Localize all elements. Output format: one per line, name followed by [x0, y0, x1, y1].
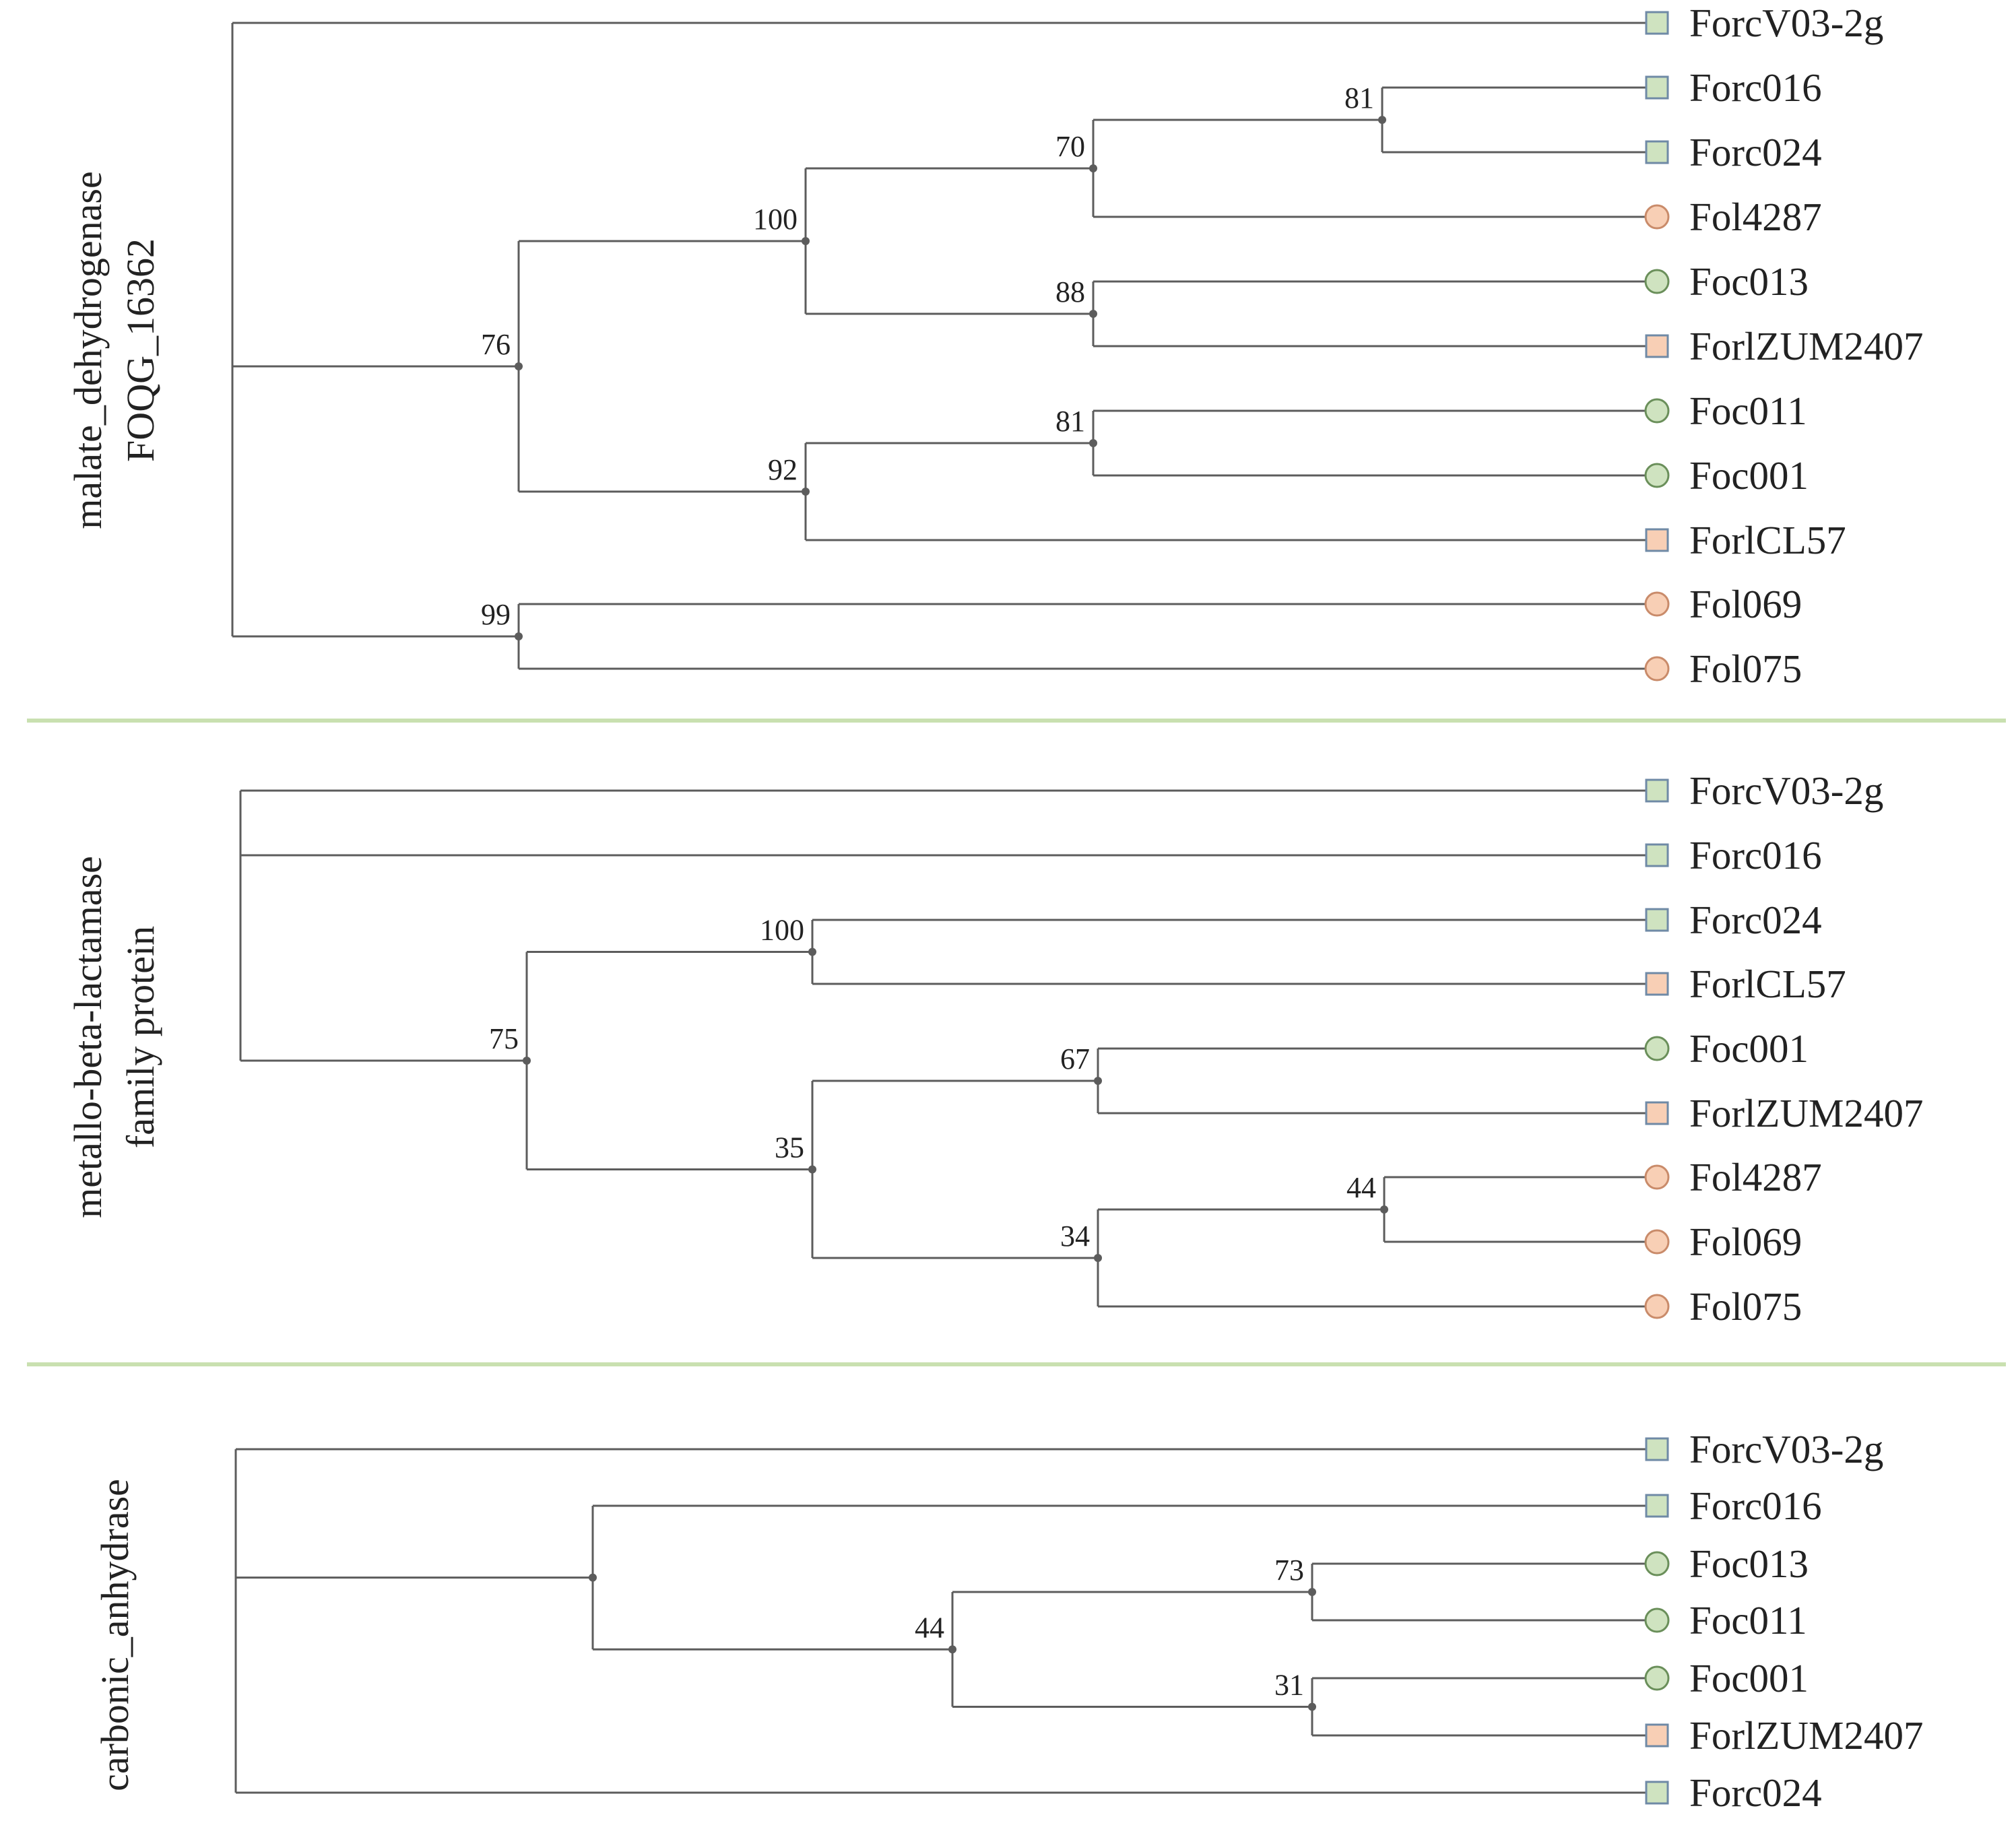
green-square-icon	[1645, 908, 1669, 932]
tip-label: Foc001	[1689, 453, 1809, 498]
orange-circle-icon	[1644, 204, 1670, 230]
bootstrap-support-label: 81	[1055, 405, 1085, 438]
tip-label: Forc024	[1689, 898, 1822, 942]
orange-square-icon	[1645, 1101, 1669, 1125]
tree-panel-3: carbonic_anhydrase 73 31 44 ForcV03-2g Forc01…	[93, 1427, 1923, 1815]
bootstrap-support-label: 100	[753, 203, 798, 236]
panel-title-line: malate_dehydrogenase	[66, 171, 110, 529]
green-circle-icon	[1644, 1665, 1670, 1691]
bootstrap-support-label: 88	[1055, 275, 1085, 308]
tip-label: Fol069	[1689, 1220, 1802, 1264]
orange-square-icon	[1645, 334, 1669, 358]
bootstrap-support-label: 44	[1346, 1171, 1376, 1204]
orange-circle-icon	[1644, 1294, 1670, 1319]
bootstrap-support-label: 73	[1274, 1554, 1304, 1587]
tip-label: Foc011	[1689, 1598, 1807, 1642]
tip-label: Foc013	[1689, 259, 1809, 304]
tip-label: ForlZUM2407	[1689, 1713, 1923, 1758]
tip-label: Forc024	[1689, 130, 1822, 174]
bootstrap-support-label: 67	[1060, 1042, 1090, 1075]
tip-label: Foc013	[1689, 1541, 1809, 1586]
bootstrap-support-label: 34	[1060, 1220, 1090, 1253]
tip-label: Foc011	[1689, 389, 1807, 433]
orange-circle-icon	[1644, 1164, 1670, 1190]
tip-label: ForlCL57	[1689, 962, 1846, 1006]
orange-circle-icon	[1644, 1229, 1670, 1255]
tip-label: ForlZUM2407	[1689, 1091, 1923, 1135]
green-circle-icon	[1644, 1036, 1670, 1061]
bootstrap-support-label: 75	[489, 1022, 519, 1055]
orange-circle-icon	[1644, 656, 1670, 682]
panel-title-line: metallo-beta-lactamase	[66, 856, 110, 1218]
tree-panel-1: malate_dehydrogenase FOQG_16362 81 70 88 100 8…	[66, 1, 1923, 691]
tip-label: Fol4287	[1689, 195, 1822, 239]
green-circle-icon	[1644, 269, 1670, 294]
tip-label: Forc016	[1689, 1484, 1822, 1528]
green-circle-icon	[1644, 398, 1670, 424]
tip-label: ForcV03-2g	[1689, 1427, 1883, 1471]
tip-label: Foc001	[1689, 1656, 1809, 1700]
bootstrap-support-label: 99	[481, 598, 511, 631]
bootstrap-support-label: 31	[1274, 1669, 1304, 1702]
orange-circle-icon	[1644, 591, 1670, 617]
green-square-icon	[1645, 11, 1669, 35]
tip-label: Fol075	[1689, 646, 1802, 691]
panel-title-line: family protein	[119, 926, 162, 1148]
green-circle-icon	[1644, 1607, 1670, 1633]
bootstrap-support-label: 81	[1344, 81, 1374, 114]
tree-panel-2: metallo-beta-lactamase family protein 100 6…	[66, 768, 1923, 1329]
tip-label: ForcV03-2g	[1689, 1, 1883, 45]
green-square-icon	[1645, 1781, 1669, 1805]
tip-label: Forc024	[1689, 1770, 1822, 1815]
green-square-icon	[1645, 778, 1669, 803]
bootstrap-support-label: 76	[481, 328, 511, 361]
tip-label: Fol069	[1689, 582, 1802, 626]
tip-label: ForlCL57	[1689, 518, 1846, 562]
green-square-icon	[1645, 140, 1669, 164]
green-circle-icon	[1644, 1551, 1670, 1576]
tip-label: ForlZUM2407	[1689, 324, 1923, 368]
green-circle-icon	[1644, 463, 1670, 488]
green-square-icon	[1645, 1494, 1669, 1518]
green-square-icon	[1645, 75, 1669, 100]
tip-label: Foc001	[1689, 1026, 1809, 1071]
tip-label: Forc016	[1689, 65, 1822, 110]
tip-label: ForcV03-2g	[1689, 768, 1883, 813]
panel-title-line: carbonic_anhydrase	[93, 1479, 137, 1791]
panel-title-line: FOQG_16362	[119, 238, 162, 462]
bootstrap-support-label: 44	[915, 1611, 944, 1644]
bootstrap-support-label: 70	[1055, 130, 1085, 163]
tip-label: Forc016	[1689, 833, 1822, 877]
green-square-icon	[1645, 1437, 1669, 1461]
tip-label: Fol4287	[1689, 1155, 1822, 1199]
orange-square-icon	[1645, 528, 1669, 552]
bootstrap-support-label: 92	[768, 453, 798, 486]
bootstrap-support-label: 100	[760, 914, 804, 947]
orange-square-icon	[1645, 1723, 1669, 1748]
bootstrap-support-label: 35	[775, 1131, 804, 1164]
orange-square-icon	[1645, 972, 1669, 996]
green-square-icon	[1645, 843, 1669, 867]
tip-label: Fol075	[1689, 1284, 1802, 1329]
